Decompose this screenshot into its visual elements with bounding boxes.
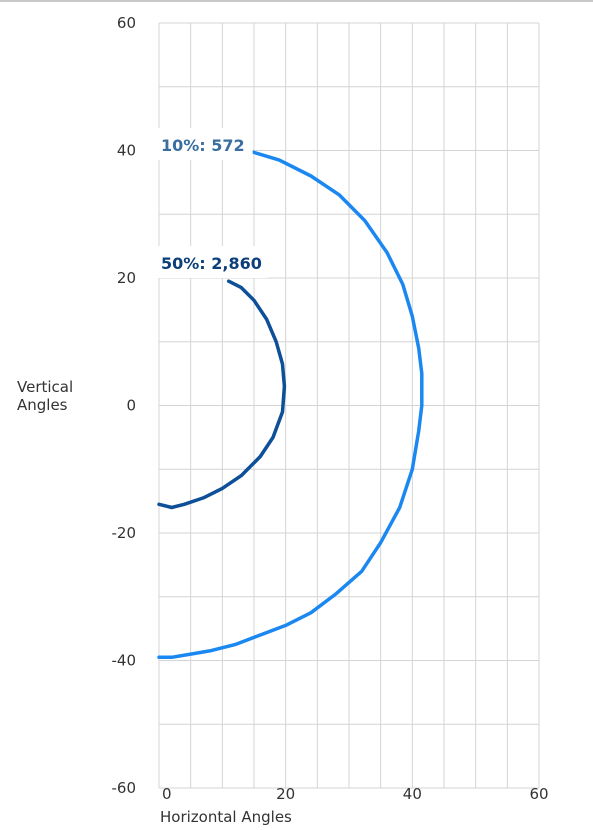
- y-tick-label: -40: [112, 652, 137, 670]
- y-tick-label: 60: [117, 14, 136, 32]
- series-tag-box: [153, 246, 270, 278]
- y-tick-label: 40: [117, 142, 136, 160]
- x-axis-title: Horizontal Angles: [160, 808, 292, 826]
- y-tick-label: 0: [126, 397, 136, 415]
- y-tick-label: -20: [112, 524, 137, 542]
- grid-lines: [158, 22, 540, 789]
- series-line-2: [157, 279, 287, 510]
- series-tags: 10%: 572 50%: 2,860: [153, 128, 270, 278]
- tick-labels: 60 40 20 0 -20 -40 -60 0 20 40 60: [112, 14, 549, 803]
- series-tag-1: 10%: 572: [153, 128, 253, 160]
- y-tick-label: -60: [112, 779, 137, 797]
- series-tag-label: 50%: 2,860: [161, 254, 262, 273]
- series-tag-label: 10%: 572: [161, 136, 245, 155]
- x-tick-label: 40: [403, 785, 422, 803]
- data-series: [157, 148, 424, 660]
- y-tick-label: 20: [117, 269, 136, 287]
- series-line-1: [157, 148, 424, 660]
- x-tick-label: 60: [529, 785, 548, 803]
- x-tick-label: 20: [276, 785, 295, 803]
- top-border: [0, 0, 593, 2]
- x-tick-label: 0: [162, 785, 172, 803]
- series-tag-box: [153, 128, 253, 160]
- y-axis-title: Vertical Angles: [17, 378, 78, 414]
- series-tag-2: 50%: 2,860: [153, 246, 270, 278]
- y-axis-title-line-2: Angles: [17, 396, 68, 414]
- y-axis-title-line-1: Vertical: [17, 378, 73, 396]
